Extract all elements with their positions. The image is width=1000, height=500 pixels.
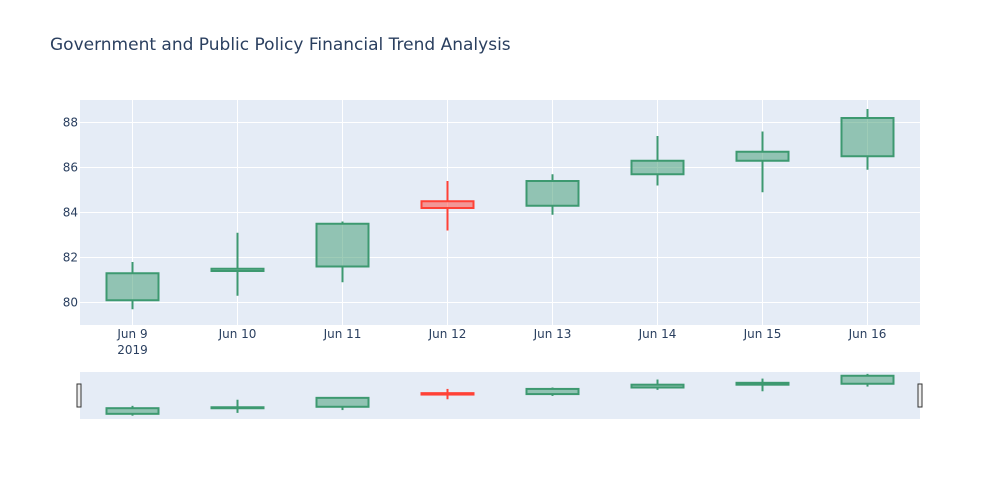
- candle-body: [105, 407, 160, 415]
- x-year-label: 2019: [117, 343, 148, 357]
- range-slider-candles: [105, 373, 895, 416]
- axes: 80 82 84 86 88 Jun 9 Jun 10 Jun 11 Jun 12 Jun 13 J…: [63, 116, 887, 342]
- x-tick-label: Jun 16: [848, 327, 887, 341]
- candle: [420, 388, 475, 400]
- y-tick-label: 86: [63, 161, 78, 175]
- y-tick-label: 80: [63, 296, 78, 310]
- x-tick-label: Jun 9: [116, 327, 147, 341]
- candle-body: [210, 267, 265, 272]
- candle-body: [420, 392, 475, 396]
- candle: [630, 136, 685, 186]
- candle-body: [630, 383, 685, 389]
- candle-body: [840, 117, 895, 158]
- x-tick-label: Jun 11: [323, 327, 362, 341]
- candle: [840, 109, 895, 170]
- candle: [315, 396, 370, 411]
- candle: [735, 378, 790, 392]
- candle-body: [105, 272, 160, 302]
- candle-body: [525, 180, 580, 207]
- candle: [525, 174, 580, 215]
- candle-body: [315, 222, 370, 268]
- candle: [210, 399, 265, 413]
- y-tick-label: 82: [63, 251, 78, 265]
- candle-body: [840, 374, 895, 385]
- range-slider-right-handle[interactable]: [917, 383, 923, 408]
- y-tick-label: 88: [63, 116, 78, 130]
- candle: [630, 379, 685, 390]
- candle: [105, 262, 160, 310]
- candle-body: [420, 200, 475, 209]
- chart-title: Government and Public Policy Financial T…: [50, 35, 511, 55]
- candle: [420, 181, 475, 231]
- candle: [210, 232, 265, 296]
- candle-body: [630, 159, 685, 176]
- candle: [525, 387, 580, 396]
- candle-body: [735, 381, 790, 386]
- candle: [315, 221, 370, 283]
- candles: [105, 109, 895, 310]
- candle: [105, 405, 160, 416]
- range-slider[interactable]: [76, 372, 923, 419]
- y-tick-label: 84: [63, 206, 78, 220]
- range-slider-left-handle[interactable]: [76, 383, 82, 408]
- x-tick-label: Jun 12: [428, 327, 467, 341]
- candle: [840, 373, 895, 387]
- candle-body: [315, 396, 370, 408]
- x-tick-label: Jun 10: [218, 327, 257, 341]
- range-slider-background: [80, 372, 920, 419]
- candle-body: [210, 406, 265, 410]
- candle-body: [735, 150, 790, 162]
- x-tick-label: Jun 14: [638, 327, 677, 341]
- candle-body: [525, 387, 580, 396]
- x-tick-label: Jun 13: [533, 327, 572, 341]
- x-tick-label: Jun 15: [743, 327, 782, 341]
- candle: [735, 131, 790, 193]
